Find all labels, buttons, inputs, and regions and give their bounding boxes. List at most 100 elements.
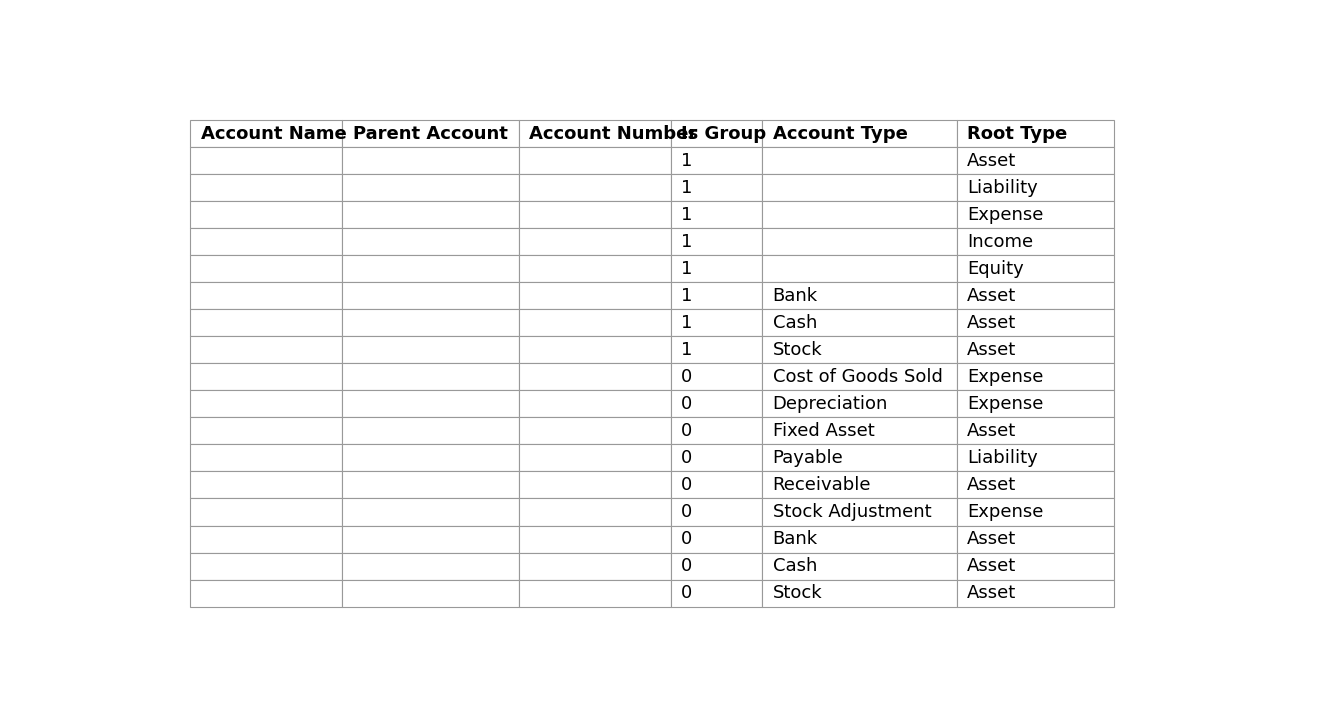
Bar — [519, 390, 671, 417]
Bar — [519, 309, 671, 336]
Bar — [519, 364, 671, 390]
Text: Depreciation: Depreciation — [773, 395, 888, 413]
Bar — [671, 580, 762, 606]
Bar — [519, 201, 671, 228]
Text: 0: 0 — [681, 395, 693, 413]
Bar — [342, 282, 519, 309]
Text: Liability: Liability — [967, 449, 1038, 467]
Bar — [957, 472, 1114, 498]
Bar — [190, 255, 342, 282]
Text: Asset: Asset — [967, 422, 1017, 440]
Bar — [342, 553, 519, 580]
Bar — [762, 472, 957, 498]
Bar — [957, 201, 1114, 228]
Bar — [671, 553, 762, 580]
Bar — [762, 525, 957, 553]
Bar — [190, 580, 342, 606]
Bar — [519, 472, 671, 498]
Text: Receivable: Receivable — [773, 476, 871, 494]
Bar — [957, 228, 1114, 255]
Bar — [762, 444, 957, 472]
Bar — [519, 525, 671, 553]
Text: Account Number: Account Number — [529, 124, 698, 143]
Bar — [342, 174, 519, 201]
Text: Asset: Asset — [967, 530, 1017, 548]
Text: 0: 0 — [681, 584, 693, 602]
Bar — [342, 498, 519, 525]
Bar — [762, 498, 957, 525]
Text: Asset: Asset — [967, 584, 1017, 602]
Bar — [762, 309, 957, 336]
Text: Expense: Expense — [967, 205, 1044, 224]
Bar — [519, 147, 671, 174]
Bar — [519, 336, 671, 364]
Bar — [190, 417, 342, 444]
Bar — [762, 580, 957, 606]
Bar — [342, 336, 519, 364]
Bar — [957, 120, 1114, 147]
Text: Expense: Expense — [967, 368, 1044, 386]
Bar — [671, 309, 762, 336]
Bar — [519, 282, 671, 309]
Text: 1: 1 — [681, 287, 693, 305]
Bar — [190, 498, 342, 525]
Text: Equity: Equity — [967, 260, 1024, 277]
Bar — [671, 147, 762, 174]
Bar — [519, 417, 671, 444]
Text: Cash: Cash — [773, 313, 817, 332]
Text: Is Group: Is Group — [681, 124, 766, 143]
Bar — [342, 390, 519, 417]
Text: 1: 1 — [681, 152, 693, 169]
Text: Account Type: Account Type — [773, 124, 907, 143]
Bar — [519, 228, 671, 255]
Text: Fixed Asset: Fixed Asset — [773, 422, 874, 440]
Text: 1: 1 — [681, 233, 693, 251]
Bar — [762, 120, 957, 147]
Text: Bank: Bank — [773, 530, 817, 548]
Bar — [671, 498, 762, 525]
Text: 0: 0 — [681, 422, 693, 440]
Text: Root Type: Root Type — [967, 124, 1068, 143]
Bar — [342, 147, 519, 174]
Bar — [190, 444, 342, 472]
Bar — [190, 282, 342, 309]
Text: Stock: Stock — [773, 341, 823, 359]
Bar — [762, 336, 957, 364]
Bar — [190, 390, 342, 417]
Bar — [519, 498, 671, 525]
Bar — [342, 525, 519, 553]
Bar — [957, 390, 1114, 417]
Text: Account Name: Account Name — [201, 124, 347, 143]
Bar — [190, 147, 342, 174]
Text: 0: 0 — [681, 530, 693, 548]
Text: 1: 1 — [681, 260, 693, 277]
Text: Cash: Cash — [773, 557, 817, 575]
Bar — [671, 364, 762, 390]
Bar — [671, 174, 762, 201]
Bar — [519, 255, 671, 282]
Bar — [342, 255, 519, 282]
Bar — [190, 120, 342, 147]
Bar — [519, 120, 671, 147]
Bar — [519, 580, 671, 606]
Bar — [671, 120, 762, 147]
Text: Expense: Expense — [967, 503, 1044, 521]
Bar — [762, 364, 957, 390]
Bar — [342, 472, 519, 498]
Bar — [190, 364, 342, 390]
Text: 1: 1 — [681, 179, 693, 197]
Bar — [190, 525, 342, 553]
Bar — [957, 364, 1114, 390]
Bar — [671, 282, 762, 309]
Bar — [671, 390, 762, 417]
Text: 1: 1 — [681, 341, 693, 359]
Text: Payable: Payable — [773, 449, 843, 467]
Bar — [519, 444, 671, 472]
Bar — [762, 174, 957, 201]
Bar — [957, 580, 1114, 606]
Bar — [957, 336, 1114, 364]
Bar — [762, 390, 957, 417]
Bar — [671, 336, 762, 364]
Text: 0: 0 — [681, 368, 693, 386]
Text: Stock Adjustment: Stock Adjustment — [773, 503, 931, 521]
